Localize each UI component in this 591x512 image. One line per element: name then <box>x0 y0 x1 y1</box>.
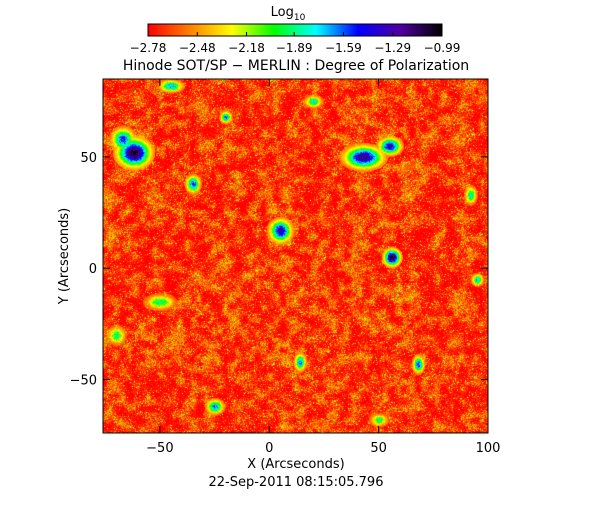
colorbar-tick-label: −2.18 <box>228 41 265 55</box>
colorbar-tick-label: −2.78 <box>130 41 167 55</box>
heatmap <box>103 79 488 433</box>
colorbar-tick-label: −1.59 <box>325 41 362 55</box>
x-tick-label: −50 <box>146 441 173 456</box>
heatmap-image <box>103 79 488 433</box>
chart-title: Hinode SOT/SP − MERLIN : Degree of Polar… <box>123 58 469 74</box>
timestamp: 22-Sep-2011 08:15:05.796 <box>209 475 384 490</box>
y-tick-label: 0 <box>89 262 97 277</box>
colorbar-tick-label: −2.48 <box>179 41 216 55</box>
colorbar-ticks: −2.78 −2.48 −2.18 −1.89 −1.59 −1.29 −0.99 <box>130 32 461 55</box>
colorbar <box>147 23 443 37</box>
x-tick-label: 0 <box>265 441 273 456</box>
plot-frame <box>102 78 489 434</box>
x-tick-label: 50 <box>370 441 387 456</box>
y-tick-label: −50 <box>70 374 97 389</box>
y-axis: −50 0 50 <box>70 151 488 389</box>
x-axis: −50 0 50 100 <box>146 79 500 456</box>
colorbar-label: Log10 <box>271 5 306 23</box>
x-axis-label: X (Arcseconds) <box>247 457 344 472</box>
colorbar-tick-label: −1.29 <box>374 41 411 55</box>
colorbar-tick-label: −1.89 <box>276 41 313 55</box>
x-tick-label: 100 <box>476 441 501 456</box>
colorbar-tick-label: −0.99 <box>424 41 461 55</box>
y-axis-label: Y (Arcseconds) <box>57 208 72 305</box>
y-tick-label: 50 <box>80 151 97 166</box>
